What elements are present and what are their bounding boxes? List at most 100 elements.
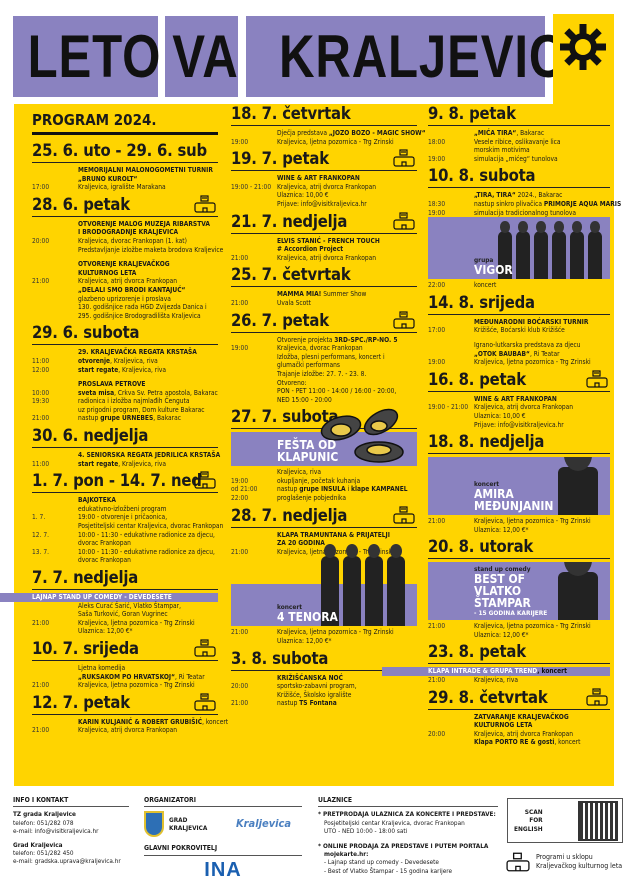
day-section: 28. 6. petak OTVORENJE MALOG MUZEJA RIBAR… [32, 195, 223, 321]
event-time: 1. 7. [32, 513, 46, 522]
event-line: 4. SENIORSKA REGATA JEDRILICA KRSTAŠA [32, 451, 220, 460]
event-text: start regate, Kraljevica, riva [78, 366, 166, 375]
event-line: 19:00 simulacija tradicionalnog tunolova [428, 209, 610, 218]
event-line: LAJNAP STAND UP COMEDY - DEVEDESETE [0, 593, 218, 602]
event-line: I BRODOGRADNJE KRALJEVICA [32, 228, 218, 237]
event-line: 19:00 - 21:00 Kraljevica, atrij dvorca Fr… [428, 403, 610, 412]
event-text-bold: PRIMORJE AQUA MARIS [543, 199, 622, 208]
event-time: 21:00 [231, 298, 249, 307]
day-section: 2. 8. petakkoncert4 TENORA21:00Kraljevic… [231, 543, 417, 645]
event-text-bold: „DELALI SMO BRODI KANTAJUĆ“ [78, 285, 186, 294]
event-text-part: Predstavljanje izložbe maketa brodova Kr… [78, 245, 224, 254]
event-text: simulacija „mićeg“ tunolova [474, 155, 558, 164]
mussel-illustration [319, 406, 409, 466]
event-text-part: Križišće, Boćarski klub Križišće [474, 326, 565, 335]
event-text: Predstavljanje izložbe maketa brodova Kr… [78, 246, 223, 255]
castle-icon [194, 195, 216, 213]
org1-email[interactable]: e-mail: info@visitkraljevica.hr [13, 827, 99, 836]
person-photo [558, 457, 598, 516]
org2-email[interactable]: e-mail: gradska.uprava@kraljevica.hr [13, 857, 121, 866]
event-time: od 21:00 [231, 485, 258, 494]
event-text: „MIĆA TIRA“, Bakarac [474, 129, 544, 138]
event-time [32, 348, 78, 357]
event-text: Kraljevica, ljetna pozornica - Trg Zrins… [78, 681, 195, 690]
mojekarte-link[interactable]: mojekarte.hr: [324, 850, 369, 859]
event-time [231, 336, 277, 345]
person-head [518, 221, 528, 233]
day-heading: 18. 8. nedjelja [428, 432, 610, 455]
event-text: Kraljevica, ljetna pozornica - Trg Zrins… [78, 619, 195, 628]
feature-caption: koncert AMIRA MEĐUNJANIN [474, 480, 574, 512]
event-line: Posjetiteljski centar Kraljevica, dvorac… [32, 522, 223, 531]
event-time: 21:00 [428, 676, 446, 685]
event-line: Izložba, plesni performans, koncert i [231, 353, 417, 362]
event-line: Otvorenje projekta 3RD-SPC./RP-NO. 5 [231, 336, 417, 345]
event-line: dvorac Frankopan [32, 539, 218, 548]
person-photo [498, 221, 512, 280]
event-text-bold: ZA 20 GODINA [277, 539, 325, 548]
event-text: Kraljevica, ljetna pozornica - Trg Zrins… [474, 622, 591, 631]
scan-for-english[interactable]: SCAN FOR ENGLISH [507, 798, 623, 843]
event-time: 20:00 [231, 682, 249, 691]
event-text-part: edukativno-izložbeni program [78, 504, 167, 513]
event-time [428, 738, 474, 747]
event-text-part: nastup [78, 414, 101, 423]
event-text: Ulaznica: 12,00 €* [474, 526, 529, 535]
event-time: 21:00 [231, 699, 249, 708]
event-line: 19:00 okupljanje, početak kuhanja [231, 477, 417, 486]
event-text-bold: grupe INSULA [299, 485, 346, 494]
event-time [231, 191, 277, 200]
event-time [428, 721, 474, 730]
event-text: nastup grupe INSULA i klape KAMPANEL [277, 485, 408, 494]
event-text: KLAPA TRAMUNTANA & PRIJATELJI [277, 531, 390, 540]
event-text: Igrano-lutkarska predstava za djecu [474, 341, 581, 350]
event-text: Kraljevica, atrij dvorca Frankopan [474, 730, 573, 739]
event-time: 19:00 [428, 154, 446, 163]
event-text: WINE & ART FRANKOPAN [474, 395, 557, 404]
event-text: MAMMA MIA! Summer Show [277, 290, 366, 299]
tourist-board-logo: Kraljevica [236, 817, 292, 831]
legend: Programi u sklopu Kraljevačkog kulturnog … [506, 852, 622, 872]
event-time: 22:00 [428, 281, 446, 290]
event-text-bold: „JOZO BOZO - MAGIC SHOW“ [328, 129, 426, 137]
event-time [428, 341, 474, 350]
event-time: 19:00 [231, 137, 249, 146]
event-time [32, 303, 78, 312]
event-time [428, 350, 474, 359]
event-line: 21:00 Kraljevica, ljetna pozornica - Trg … [231, 628, 417, 637]
event-time [32, 718, 78, 727]
event-time [32, 406, 78, 415]
event-line: MEĐUNARODNI BOĆARSKI TURNIR [428, 318, 610, 327]
day-section: 21. 7. nedjelja ELVIS STANIĆ - FRENCH TOU… [231, 212, 417, 263]
event-line: KRIŽIŠĆANSKA NOĆ [231, 674, 417, 683]
day-section: 1. 7. pon - 14. 7. ned BAJKOTEKA edukativn… [32, 471, 223, 565]
event-text: 10:00 - 11:30 - edukativne radionice za … [78, 548, 215, 557]
event-line: 19:00 simulacija „mićeg“ tunolova [428, 155, 610, 164]
event-time [231, 387, 277, 396]
event-line: 19:00 Kraljevica, dvorac Frankopan [231, 344, 417, 353]
event-text-part: , koncert [537, 667, 567, 676]
event-line: 10:00 sveta misa, Crkva Sv. Petra apostol… [32, 389, 218, 398]
event-text: OTVORENJE KRALJEVAČKOG [78, 260, 170, 269]
day-section: 14. 8. srijeda MEĐUNARODNI BOĆARSKI TURNI… [428, 293, 610, 367]
event-text-part: Izložba, plesni performans, koncert i [277, 352, 385, 361]
person-head [554, 221, 564, 233]
event-time: 21:00 [32, 414, 50, 423]
event-time: 21:00 [32, 726, 50, 735]
org2-name: Grad Kraljevica [13, 840, 63, 849]
event-text-bold: PROSLAVA PETROVE [78, 380, 146, 389]
grad-kraljevica-logo: GRAD KRALJEVICA Kraljevica [144, 810, 302, 838]
qr-code-icon[interactable] [578, 800, 618, 841]
event-text-part: nastup sinkro plivačica [474, 199, 544, 208]
person-head [536, 221, 546, 233]
event-time [231, 674, 277, 683]
organizers-title: ORGANIZATORI [144, 796, 302, 808]
person-head [345, 543, 359, 559]
event-text: Saša Turković, Goran Vugrinec [78, 610, 168, 619]
event-line: 21:00 Kraljevica, ljetna pozornica - Trg … [32, 681, 218, 690]
event-line: WINE & ART FRANKOPAN [428, 395, 610, 404]
event-text: Otvorenje projekta 3RD-SPC./RP-NO. 5 [277, 336, 397, 345]
event-time [231, 129, 277, 138]
title-va: VA [165, 16, 238, 97]
event-text-part: Summer Show [321, 290, 367, 299]
